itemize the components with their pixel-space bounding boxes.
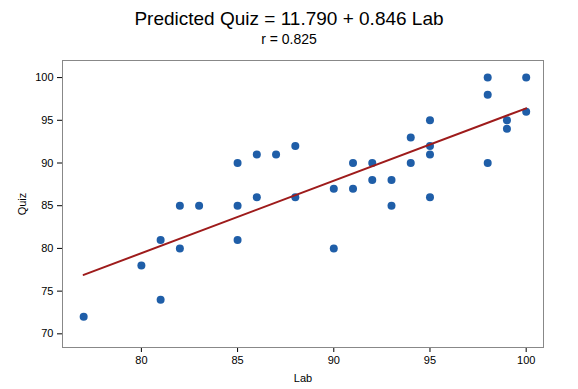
svg-text:100: 100 [35,71,53,83]
svg-text:90: 90 [41,157,53,169]
svg-text:Lab: Lab [294,372,312,384]
svg-text:95: 95 [41,114,53,126]
svg-text:95: 95 [424,354,436,366]
svg-text:85: 85 [231,354,243,366]
svg-text:70: 70 [41,327,53,339]
svg-text:75: 75 [41,285,53,297]
svg-text:80: 80 [41,242,53,254]
svg-text:100: 100 [517,354,535,366]
svg-text:80: 80 [135,354,147,366]
svg-text:Quiz: Quiz [16,193,28,216]
html-text:Predicted Quiz = 11.790 + 0.84: Predicted Quiz = 11.790 + 0.846 Lab [134,8,444,29]
html-text:r = 0.825: r = 0.825 [261,31,317,47]
svg-text:85: 85 [41,199,53,211]
svg-text:90: 90 [328,354,340,366]
